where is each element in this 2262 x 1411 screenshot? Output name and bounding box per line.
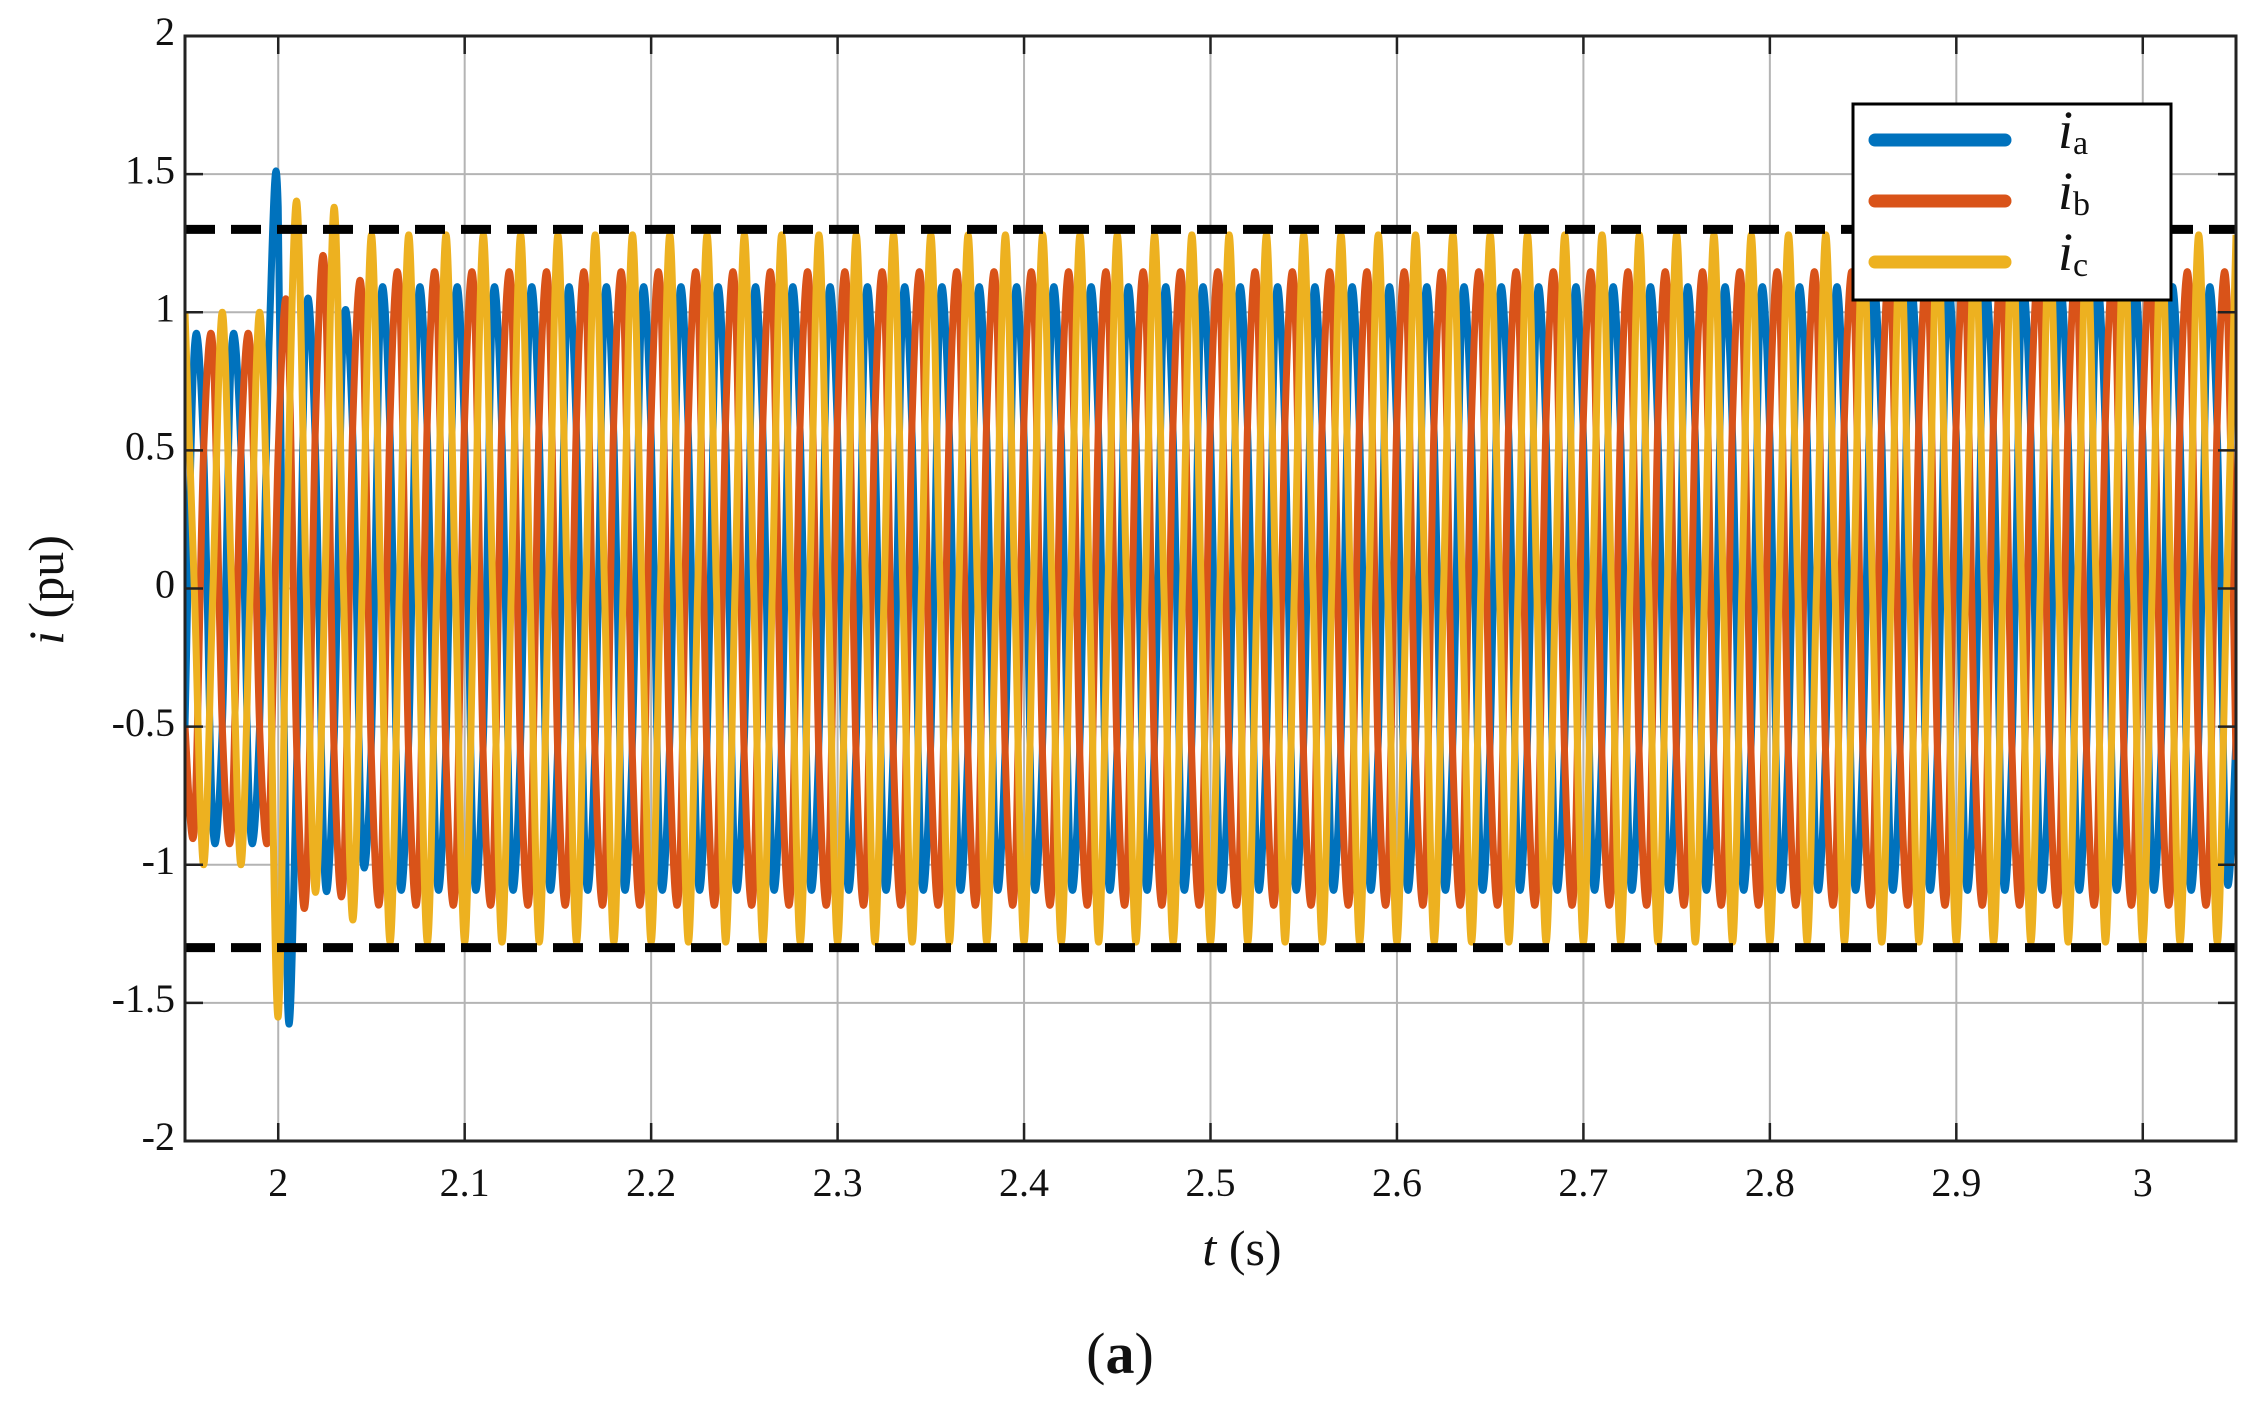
x-tick-label: 2.9	[1931, 1160, 1981, 1205]
x-tick-label: 2.2	[626, 1160, 676, 1205]
y-tick-label: -1	[142, 838, 175, 883]
x-tick-label: 2.6	[1372, 1160, 1422, 1205]
plot-frame	[183, 34, 2238, 1143]
y-tick-label: 1.5	[125, 147, 175, 192]
y-axis-label: i (pu)	[18, 535, 74, 645]
y-tick-label: -0.5	[112, 700, 175, 745]
x-tick-label: 2.4	[999, 1160, 1049, 1205]
y-tick-label: 0.5	[125, 424, 175, 469]
y-tick-label: -2	[142, 1114, 175, 1159]
x-tick-label: 2.3	[813, 1160, 863, 1205]
x-tick-label: 3	[2133, 1160, 2153, 1205]
x-tick-label: 2	[268, 1160, 288, 1205]
legend-label: ic	[2058, 222, 2088, 283]
plot-area	[185, 167, 2236, 1028]
y-tick-label: -1.5	[112, 976, 175, 1021]
y-tick-label: 0	[155, 562, 175, 607]
caption: (a)	[1086, 1321, 1154, 1386]
axes: 2 2.1 2.2 2.3 2.4 2.5 2.6 2.7 2.8 2.9 3 -2 -1.5 -1 -0.…	[112, 9, 2238, 1205]
x-tick-label: 2.5	[1186, 1160, 1236, 1205]
x-tick-label: 2.7	[1558, 1160, 1608, 1205]
x-tick-label: 2.1	[440, 1160, 490, 1205]
x-tick-label: 2.8	[1745, 1160, 1795, 1205]
legend-label: ia	[2058, 100, 2088, 161]
x-axis-label: t (s)	[1202, 1220, 1281, 1276]
series-line	[185, 197, 2236, 1021]
y-tick-label: 1	[155, 285, 175, 330]
y-tick-label: 2	[155, 9, 175, 54]
legend-label: ib	[2058, 161, 2090, 222]
